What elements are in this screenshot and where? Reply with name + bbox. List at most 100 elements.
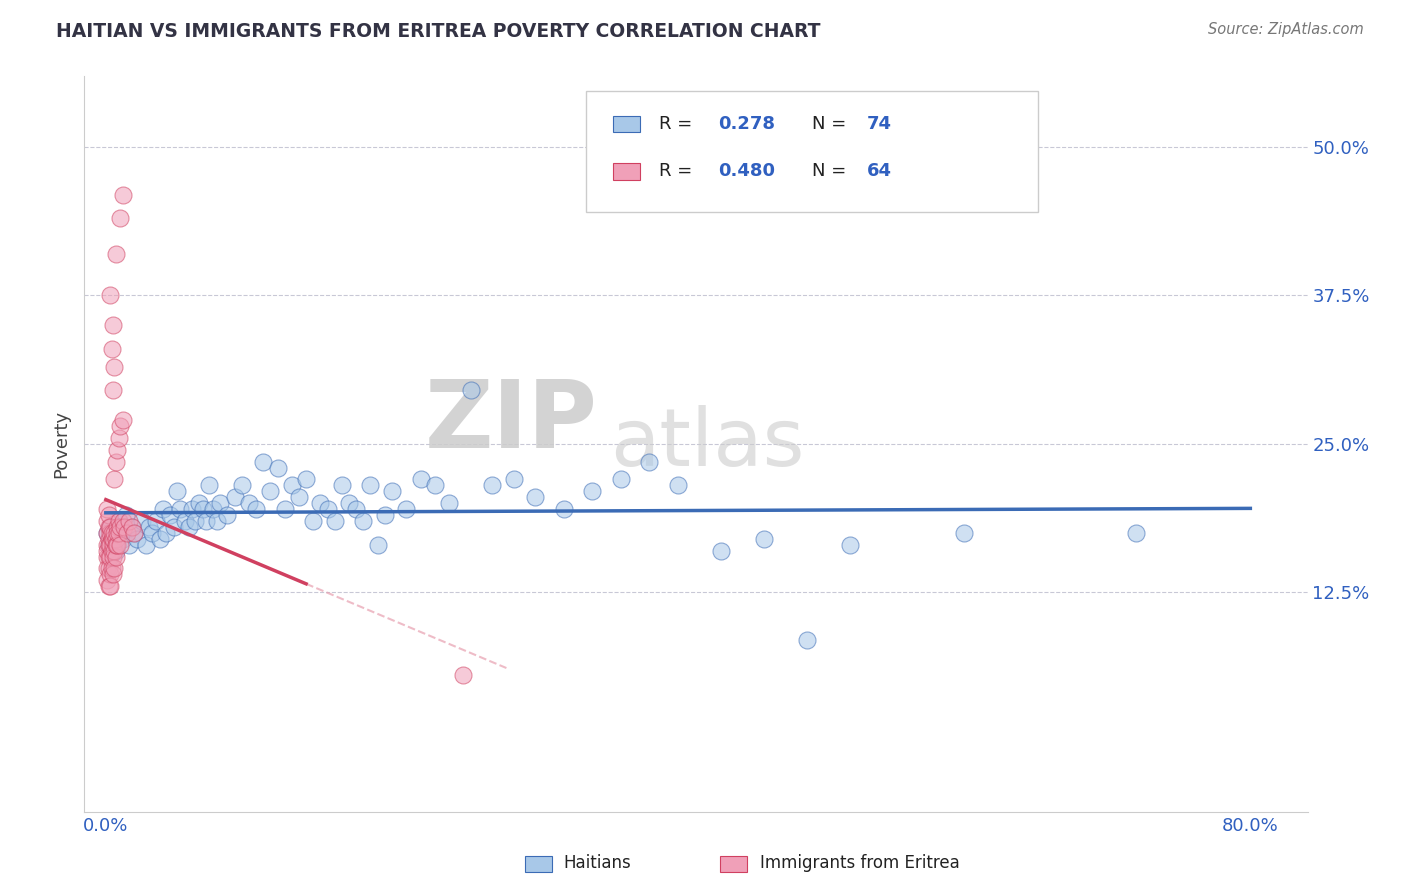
Text: HAITIAN VS IMMIGRANTS FROM ERITREA POVERTY CORRELATION CHART: HAITIAN VS IMMIGRANTS FROM ERITREA POVER… bbox=[56, 22, 821, 41]
Point bbox=[103, 561, 125, 575]
Point bbox=[638, 454, 661, 468]
Point bbox=[107, 514, 129, 528]
Point bbox=[323, 514, 346, 528]
Point bbox=[194, 514, 217, 528]
Point bbox=[553, 502, 575, 516]
Point bbox=[173, 514, 195, 528]
Point bbox=[97, 532, 120, 546]
Point bbox=[98, 538, 121, 552]
Point bbox=[710, 543, 733, 558]
Point bbox=[101, 532, 124, 546]
FancyBboxPatch shape bbox=[524, 856, 551, 872]
Point bbox=[138, 520, 160, 534]
Point bbox=[838, 538, 860, 552]
Point bbox=[259, 484, 281, 499]
FancyBboxPatch shape bbox=[586, 90, 1039, 212]
Point bbox=[104, 532, 127, 546]
Point bbox=[105, 538, 128, 552]
Point bbox=[104, 247, 127, 261]
Point bbox=[127, 532, 149, 546]
Text: Source: ZipAtlas.com: Source: ZipAtlas.com bbox=[1208, 22, 1364, 37]
Point bbox=[105, 442, 128, 457]
Point bbox=[108, 419, 131, 434]
Point bbox=[104, 538, 127, 552]
Point bbox=[108, 538, 131, 552]
Point bbox=[124, 525, 146, 540]
Point bbox=[209, 496, 232, 510]
Point bbox=[309, 496, 332, 510]
Text: 64: 64 bbox=[868, 162, 893, 180]
Point bbox=[135, 538, 157, 552]
Point bbox=[97, 538, 120, 552]
Point bbox=[367, 538, 389, 552]
Point bbox=[98, 288, 121, 302]
Point bbox=[191, 502, 214, 516]
Point bbox=[180, 502, 202, 516]
Point bbox=[96, 525, 118, 540]
FancyBboxPatch shape bbox=[613, 163, 640, 179]
Point bbox=[224, 490, 246, 504]
Point bbox=[118, 514, 141, 528]
Point bbox=[103, 543, 125, 558]
Text: 74: 74 bbox=[868, 115, 893, 133]
Point bbox=[121, 520, 143, 534]
Point bbox=[100, 561, 122, 575]
Point bbox=[96, 574, 118, 588]
Point bbox=[231, 478, 253, 492]
Point bbox=[166, 484, 188, 499]
Point bbox=[101, 567, 124, 582]
Point bbox=[453, 668, 475, 682]
Point bbox=[96, 543, 118, 558]
Point bbox=[252, 454, 274, 468]
Text: R =: R = bbox=[659, 162, 699, 180]
Point bbox=[108, 525, 131, 540]
Point bbox=[198, 478, 221, 492]
FancyBboxPatch shape bbox=[613, 116, 640, 132]
Point bbox=[111, 413, 134, 427]
Point bbox=[202, 502, 225, 516]
Point bbox=[152, 502, 174, 516]
Point bbox=[101, 532, 124, 546]
Point bbox=[281, 478, 304, 492]
Text: N =: N = bbox=[813, 162, 852, 180]
Point bbox=[97, 520, 120, 534]
Point bbox=[295, 472, 318, 486]
Point bbox=[524, 490, 547, 504]
Text: atlas: atlas bbox=[610, 405, 804, 483]
Point bbox=[183, 514, 205, 528]
Point bbox=[98, 567, 121, 582]
Point bbox=[111, 532, 134, 546]
Point bbox=[111, 187, 134, 202]
Point bbox=[104, 543, 127, 558]
Point bbox=[108, 520, 131, 534]
Point bbox=[131, 514, 153, 528]
Point bbox=[100, 543, 122, 558]
Point bbox=[666, 478, 689, 492]
Point bbox=[103, 359, 125, 374]
Point bbox=[352, 514, 374, 528]
Point bbox=[337, 496, 360, 510]
Point bbox=[344, 502, 367, 516]
Point bbox=[115, 508, 138, 522]
Text: N =: N = bbox=[813, 115, 852, 133]
Point bbox=[101, 538, 124, 552]
Point bbox=[169, 502, 191, 516]
Point bbox=[187, 496, 209, 510]
Point bbox=[481, 478, 503, 492]
Text: 0.480: 0.480 bbox=[718, 162, 775, 180]
Point bbox=[104, 549, 127, 564]
Point bbox=[96, 525, 118, 540]
Point bbox=[217, 508, 239, 522]
Point bbox=[266, 460, 288, 475]
Point bbox=[107, 525, 129, 540]
Point bbox=[117, 525, 139, 540]
Y-axis label: Poverty: Poverty bbox=[52, 409, 70, 478]
Point bbox=[96, 549, 118, 564]
Point bbox=[96, 561, 118, 575]
Point bbox=[381, 484, 404, 499]
Point bbox=[97, 549, 120, 564]
Point bbox=[330, 478, 353, 492]
Point bbox=[953, 525, 976, 540]
Point bbox=[97, 508, 120, 522]
Point bbox=[273, 502, 295, 516]
